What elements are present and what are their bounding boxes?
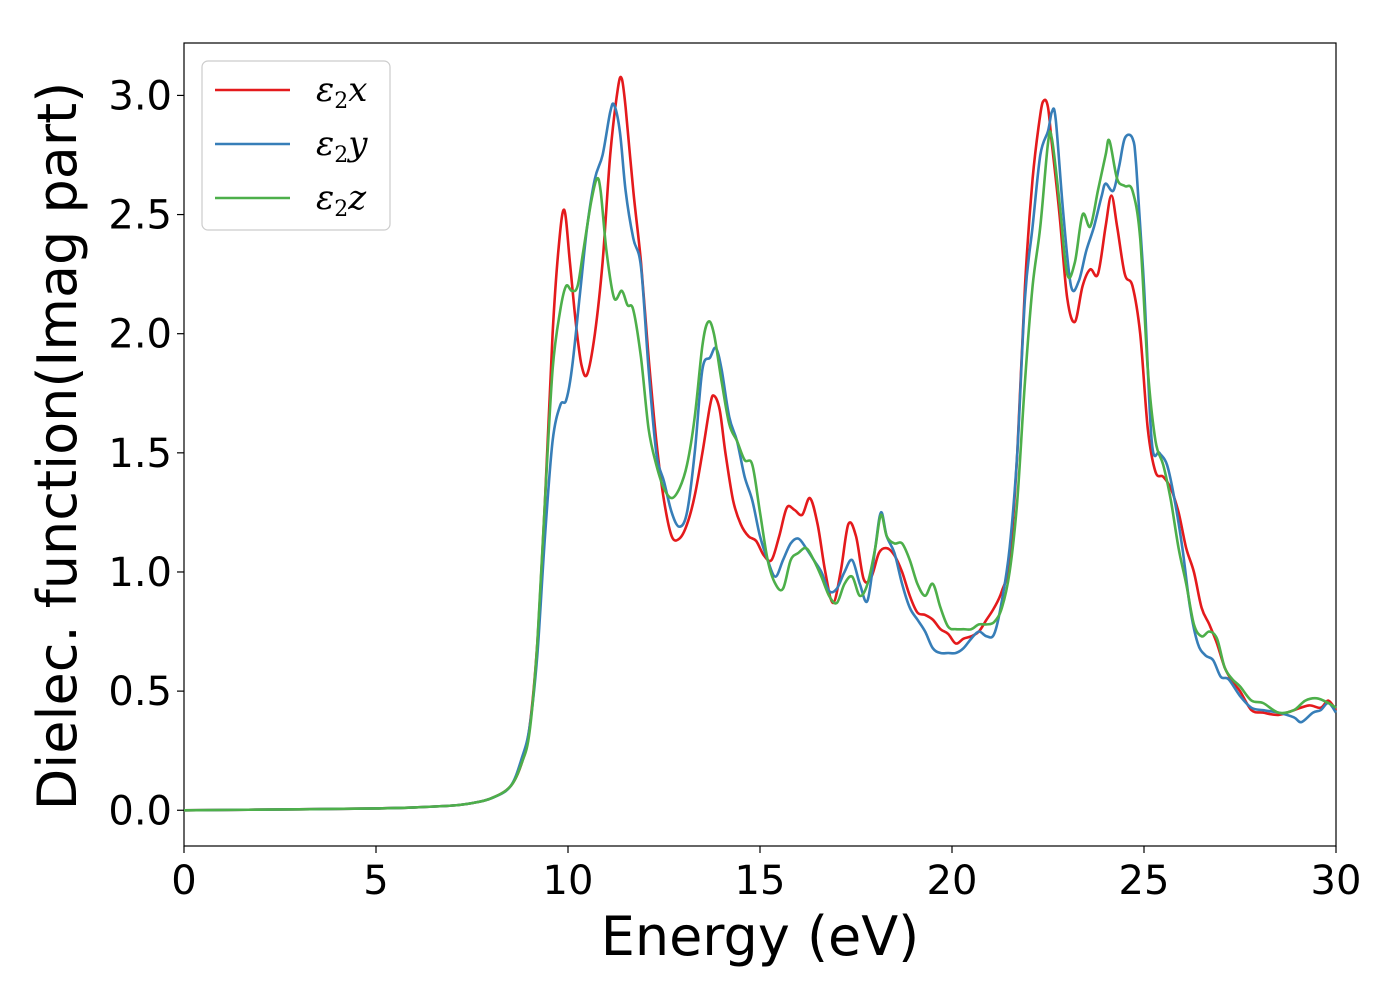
legend-box	[201, 60, 391, 231]
x-tick-label: 5	[363, 858, 388, 904]
y-tick-label: 0.0	[108, 788, 172, 834]
x-tick-label: 30	[1311, 858, 1362, 904]
legend: ε2x ε2y ε2z	[201, 60, 391, 231]
y-axis-label: Dielec. function(Imag part)	[26, 82, 89, 811]
series-lines	[183, 75, 1338, 812]
x-axis-label: Energy (eV)	[601, 905, 920, 968]
y-axis: 0.0 0.5 1.0 1.5 2.0 2.5 3.0	[108, 73, 184, 834]
legend-label: ε2y	[316, 124, 368, 168]
legend-entries: ε2x ε2y ε2z	[215, 70, 368, 222]
series-line-3	[183, 130, 1337, 812]
y-tick-label: 1.5	[108, 431, 172, 477]
legend-label: ε2x	[316, 70, 367, 114]
legend-label: ε2z	[316, 178, 367, 222]
x-tick-label: 15	[735, 858, 786, 904]
y-tick-label: 3.0	[108, 73, 172, 119]
x-tick-label: 20	[927, 858, 978, 904]
y-tick-label: 2.0	[108, 312, 172, 358]
x-axis: 0 5 10 15 20 25 30	[171, 846, 1361, 904]
x-tick-label: 25	[1119, 858, 1170, 904]
x-tick-label: 10	[543, 858, 594, 904]
y-tick-label: 2.5	[108, 193, 172, 239]
y-tick-label: 1.0	[108, 550, 172, 596]
x-tick-label: 0	[171, 858, 196, 904]
y-tick-label: 0.5	[108, 669, 172, 715]
